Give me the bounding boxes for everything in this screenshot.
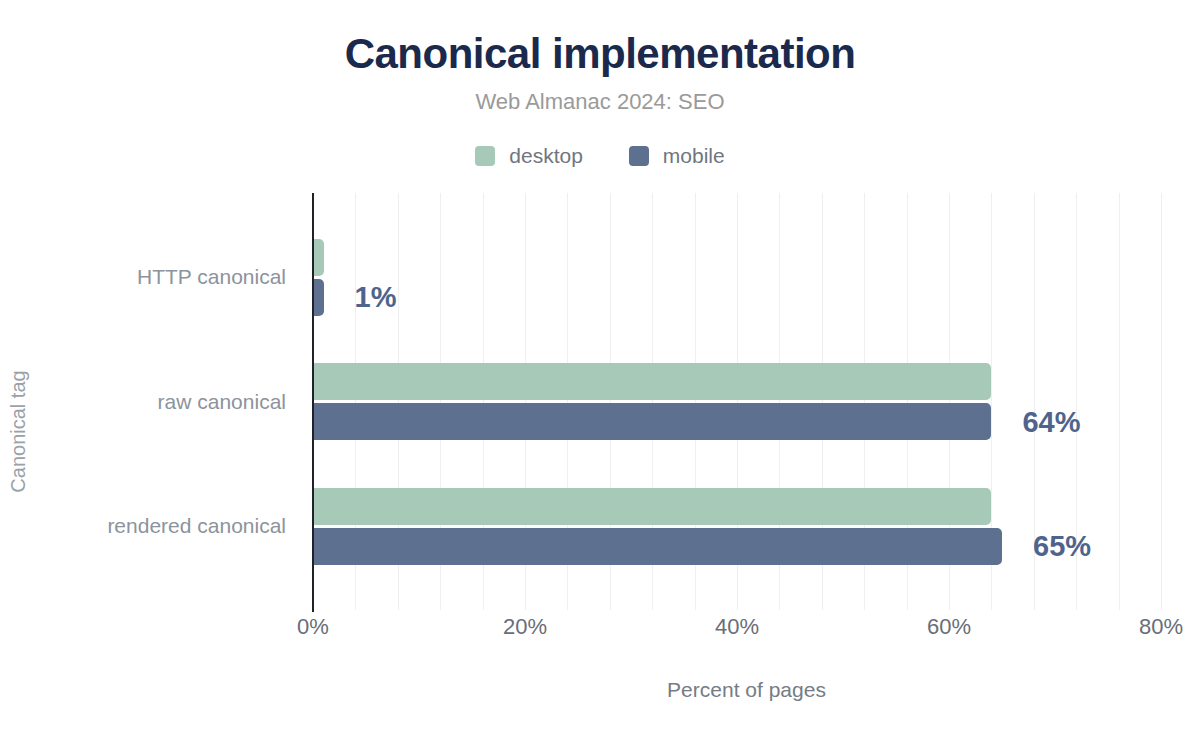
legend-swatch-desktop [475, 146, 495, 166]
legend-label: desktop [509, 144, 583, 168]
y-axis-title: Canonical tag [7, 352, 30, 512]
y-category-labels: HTTP canonical raw canonical rendered cano… [0, 0, 299, 742]
legend-item-desktop: desktop [475, 144, 583, 168]
bar-mobile[interactable] [313, 403, 991, 440]
value-label: 64% [1022, 405, 1080, 438]
legend-swatch-mobile [629, 146, 649, 166]
x-tick-label: 20% [503, 614, 547, 640]
gridline [1161, 193, 1162, 610]
legend-label: mobile [663, 144, 725, 168]
bar-desktop[interactable] [313, 239, 324, 276]
x-axis-title: Percent of pages [313, 678, 1180, 702]
x-tick-label: 40% [715, 614, 759, 640]
gridline [1119, 193, 1120, 610]
bar-mobile[interactable] [313, 279, 324, 316]
value-label: 65% [1033, 530, 1091, 563]
category-label: rendered canonical [107, 514, 286, 538]
x-tick-label: 0% [297, 614, 329, 640]
bar-desktop[interactable] [313, 363, 991, 400]
category-label: HTTP canonical [137, 265, 286, 289]
y-axis-line [312, 193, 314, 612]
bar-desktop[interactable] [313, 488, 991, 525]
chart-card: Canonical implementation Web Almanac 202… [0, 0, 1200, 742]
value-label: 1% [355, 281, 397, 314]
category-label: raw canonical [158, 390, 286, 414]
bar-mobile[interactable] [313, 528, 1002, 565]
x-tick-label: 80% [1139, 614, 1183, 640]
plot-area: 1% 64% 65% [313, 193, 1180, 610]
x-tick-label: 60% [927, 614, 971, 640]
legend-item-mobile: mobile [629, 144, 725, 168]
